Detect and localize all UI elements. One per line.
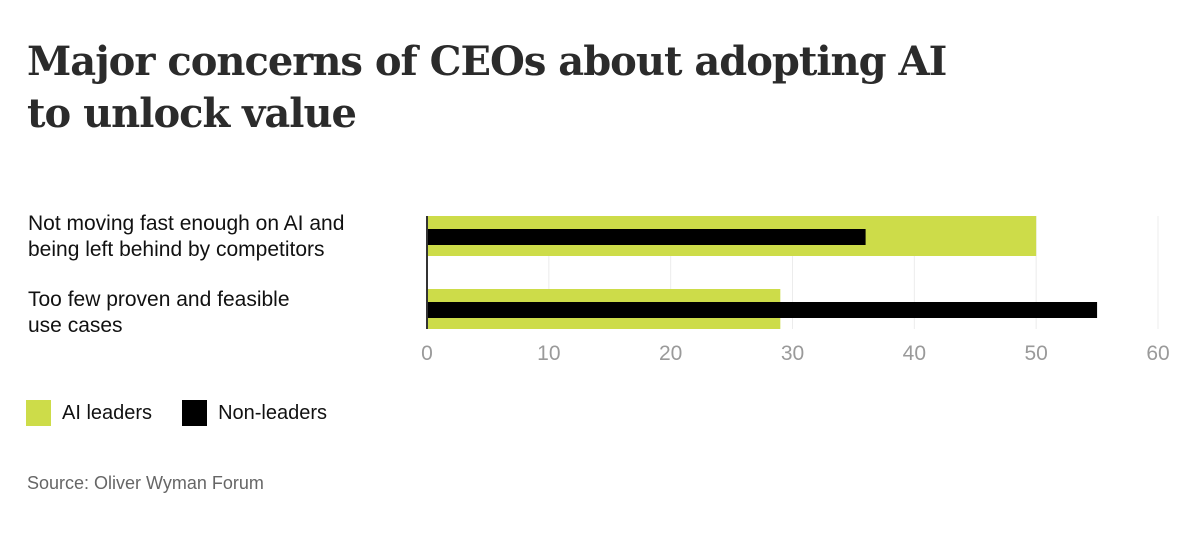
legend: AI leaders Non-leaders [26, 400, 357, 426]
x-tick-label-0: 0 [421, 342, 433, 365]
legend-label-ai-leaders: AI leaders [62, 401, 153, 424]
legend-swatch-ai-leaders [26, 400, 51, 426]
x-tick-label-60: 60 [1146, 342, 1169, 365]
bar-non-leaders-2 [427, 302, 1098, 318]
chart-title: Major concerns of CEOs about adopting AI… [27, 36, 1027, 140]
x-tick-label-40: 40 [903, 342, 926, 365]
bar-non-leaders-1 [427, 229, 866, 245]
category-label-1-line-2: being left behind by competitors [28, 238, 325, 261]
category-label-2: Too few proven and feasible use cases [28, 287, 418, 339]
x-tick-label-50: 50 [1024, 342, 1047, 365]
category-label-1-line-1: Not moving fast enough on AI and [28, 212, 345, 235]
legend-item-non-leaders: Non-leaders [182, 400, 327, 426]
source-note: Source: Oliver Wyman Forum [27, 473, 264, 493]
legend-item-ai-leaders: AI leaders [26, 400, 152, 426]
x-tick-label-10: 10 [537, 342, 560, 365]
chart-title-line-1: Major concerns of CEOs about adopting AI [27, 38, 947, 85]
category-label-2-line-1: Too few proven and feasible [28, 288, 290, 311]
category-label-2-line-2: use cases [28, 314, 123, 337]
legend-swatch-non-leaders [182, 400, 208, 426]
x-tick-label-20: 20 [659, 342, 682, 365]
category-label-1: Not moving fast enough on AI and being l… [28, 211, 418, 263]
legend-label-non-leaders: Non-leaders [218, 401, 328, 424]
chart-title-line-2: to unlock value [27, 90, 357, 137]
x-tick-label-30: 30 [781, 342, 804, 365]
